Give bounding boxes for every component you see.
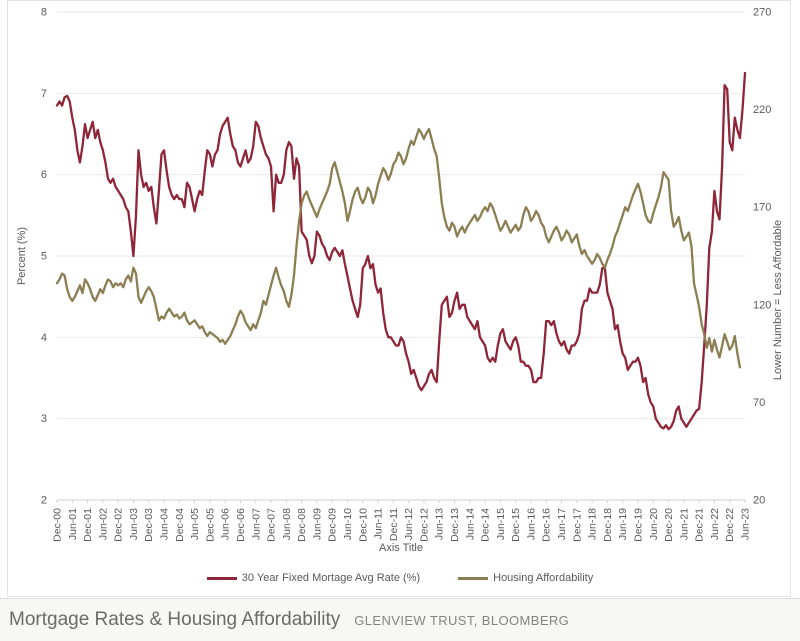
x-tick-label: Dec-06 bbox=[235, 508, 247, 542]
caption-source: GLENVIEW TRUST, BLOOMBERG bbox=[354, 612, 570, 628]
axis-ticks bbox=[56, 500, 746, 503]
y-right-axis-title: Lower Number = Less Affordable bbox=[772, 220, 784, 380]
x-tick-label: Dec-14 bbox=[480, 508, 492, 542]
x-tick-label: Jun-15 bbox=[495, 508, 507, 540]
y-right-tick-label: 220 bbox=[753, 104, 771, 116]
x-tick-label: Jun-04 bbox=[159, 508, 171, 540]
x-tick-label: Dec-04 bbox=[174, 508, 186, 542]
legend-label-housing-affordability: Housing Affordability bbox=[493, 572, 594, 584]
x-tick-label: Dec-17 bbox=[571, 508, 583, 542]
x-tick-label: Jun-21 bbox=[678, 508, 690, 540]
y-left-tick-label: 8 bbox=[41, 7, 47, 19]
x-tick-label: Dec-16 bbox=[541, 508, 553, 542]
x-tick-label: Dec-03 bbox=[143, 508, 155, 542]
housing-affordability-line bbox=[55, 127, 742, 369]
x-tick-label: Dec-11 bbox=[388, 508, 400, 541]
legend-item-mortgage-rate: 30 Year Fixed Mortage Avg Rate (%) bbox=[206, 572, 421, 584]
x-tick-label: Jun-12 bbox=[403, 508, 415, 540]
housing-affordability-line-swatch bbox=[458, 576, 489, 580]
x-tick-label: Jun-06 bbox=[220, 508, 232, 540]
x-tick-label: Jun-19 bbox=[617, 508, 629, 540]
y-right-tick-label: 270 bbox=[753, 7, 771, 19]
x-tick-label: Dec-10 bbox=[357, 508, 369, 542]
caption-title: Mortgage Rates & Housing Affordability bbox=[9, 609, 341, 630]
x-tick-label: Jun-10 bbox=[342, 508, 354, 540]
x-tick-label: Jun-02 bbox=[97, 508, 109, 540]
x-tick-label: Jun-23 bbox=[740, 508, 752, 540]
data-series-lines bbox=[55, 71, 747, 431]
x-tick-label: Jun-17 bbox=[556, 508, 568, 540]
y-right-tick-label: 70 bbox=[753, 397, 765, 409]
x-tick-label: Jun-05 bbox=[189, 508, 201, 540]
x-tick-label: Jun-22 bbox=[709, 508, 721, 540]
x-tick-label: Jun-09 bbox=[311, 508, 323, 540]
y-left-tick-label: 4 bbox=[41, 332, 47, 344]
x-tick-label: Jun-20 bbox=[648, 508, 660, 540]
y-right-tick-label: 120 bbox=[753, 299, 771, 311]
x-tick-label: Dec-20 bbox=[663, 508, 675, 542]
y-left-tick-label: 3 bbox=[41, 413, 47, 425]
x-tick-label: Dec-22 bbox=[724, 508, 736, 542]
x-tick-label: Dec-12 bbox=[418, 508, 430, 542]
x-tick-label: Dec-02 bbox=[113, 508, 125, 542]
x-tick-label: Dec-19 bbox=[632, 508, 644, 542]
x-tick-label: Jun-14 bbox=[464, 508, 476, 540]
x-tick-label: Dec-00 bbox=[52, 508, 64, 542]
y-left-tick-label: 2 bbox=[41, 495, 47, 507]
chart-legend: 30 Year Fixed Mortage Avg Rate (%) Housi… bbox=[0, 569, 800, 587]
y-right-tick-label: 20 bbox=[753, 495, 765, 507]
mortgage-rate-line-swatch bbox=[206, 576, 237, 580]
y-left-tick-label: 5 bbox=[41, 251, 47, 263]
x-tick-label: Jun-03 bbox=[128, 508, 140, 540]
x-tick-label: Dec-05 bbox=[204, 508, 216, 542]
x-tick-label: Jun-11 bbox=[373, 508, 385, 539]
x-tick-label: Jun-13 bbox=[434, 508, 446, 540]
x-tick-label: Dec-09 bbox=[327, 508, 339, 542]
x-tick-label: Jun-01 bbox=[67, 508, 79, 540]
y-right-tick-label: 170 bbox=[753, 202, 771, 214]
chart-panel bbox=[7, 0, 791, 597]
x-tick-label: Dec-08 bbox=[296, 508, 308, 542]
x-axis-title: Axis Title bbox=[379, 542, 423, 554]
x-tick-label: Jun-07 bbox=[250, 508, 262, 540]
legend-item-housing-affordability: Housing Affordability bbox=[458, 572, 593, 584]
x-tick-label: Dec-18 bbox=[602, 508, 614, 542]
gridlines bbox=[57, 11, 745, 501]
y-left-axis-title: Percent (%) bbox=[16, 227, 28, 285]
y-left-tick-label: 7 bbox=[41, 88, 47, 100]
x-tick-label: Dec-21 bbox=[694, 508, 706, 542]
x-tick-label: Dec-15 bbox=[510, 508, 522, 542]
legend-label-mortgage-rate: 30 Year Fixed Mortage Avg Rate (%) bbox=[241, 572, 421, 584]
mortgage-rate-line bbox=[55, 71, 747, 431]
y-left-tick-label: 6 bbox=[41, 169, 47, 181]
x-tick-label: Jun-16 bbox=[525, 508, 537, 540]
x-tick-label: Jun-18 bbox=[587, 508, 599, 540]
caption-bar: Mortgage Rates & Housing Affordability G… bbox=[0, 598, 800, 641]
x-tick-label: Dec-01 bbox=[82, 508, 94, 542]
x-tick-label: Dec-07 bbox=[266, 508, 278, 542]
x-tick-label: Dec-13 bbox=[449, 508, 461, 542]
x-tick-label: Jun-08 bbox=[281, 508, 293, 540]
